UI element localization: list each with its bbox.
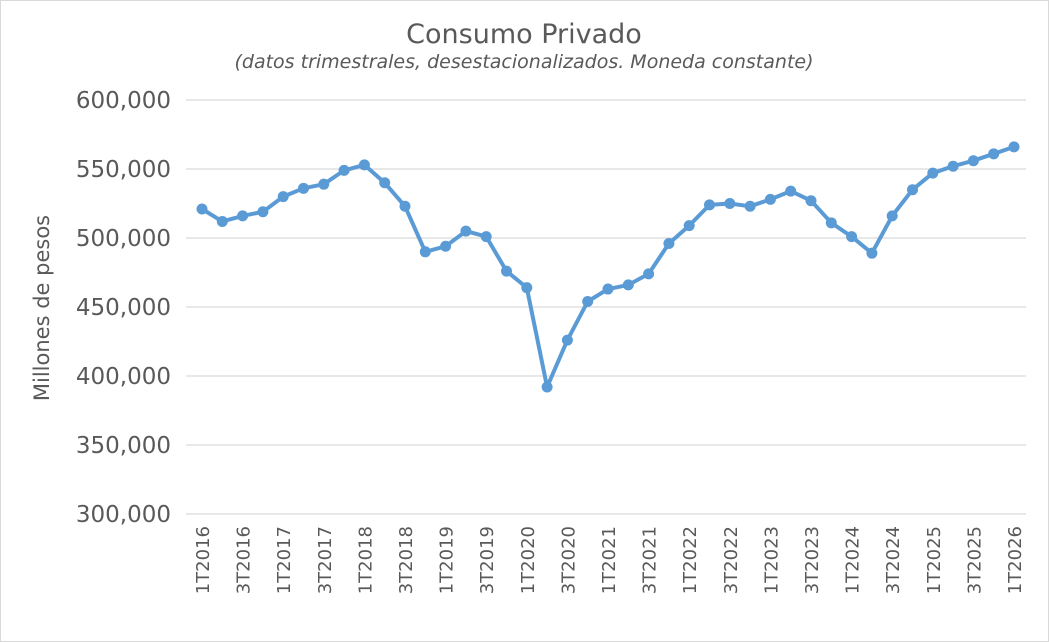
- data-point: [196, 203, 208, 215]
- data-point: [460, 225, 472, 237]
- chart-subtitle: (datos trimestrales, desestacionalizados…: [234, 51, 813, 73]
- x-axis-ticks: 1T2016 3T2016 1T2017 3T2017 1T2018 3T2018 1T20…: [193, 526, 1026, 594]
- x-tick-label: 1T2024: [843, 526, 864, 594]
- data-point: [501, 265, 512, 277]
- data-point: [440, 240, 452, 252]
- x-tick-label: 1T2017: [274, 526, 295, 594]
- data-points: [196, 141, 1020, 393]
- x-tick-label: 3T2019: [477, 526, 498, 594]
- data-point: [744, 200, 756, 212]
- x-tick-label: 1T2020: [518, 526, 539, 594]
- data-point: [582, 295, 594, 307]
- data-point: [541, 381, 553, 393]
- data-point: [216, 215, 228, 227]
- y-tick-label: 600,000: [76, 88, 171, 114]
- x-tick-label: 1T2019: [437, 526, 458, 594]
- x-tick-label: 3T2021: [640, 526, 661, 594]
- data-point: [805, 195, 817, 207]
- x-tick-label: 1T2016: [193, 526, 214, 594]
- data-point: [643, 268, 655, 280]
- y-tick-label: 500,000: [76, 226, 171, 252]
- data-point: [379, 177, 391, 189]
- data-point: [1008, 141, 1020, 153]
- data-point: [825, 217, 837, 229]
- x-tick-label: 3T2020: [558, 526, 579, 594]
- x-tick-label: 1T2022: [680, 526, 701, 594]
- x-tick-label: 1T2026: [1005, 526, 1026, 594]
- data-point: [846, 231, 858, 243]
- x-tick-label: 1T2023: [761, 526, 782, 594]
- data-point: [521, 282, 533, 294]
- data-point: [947, 160, 959, 172]
- x-tick-label: 3T2016: [234, 526, 255, 594]
- data-point: [298, 182, 309, 194]
- data-point: [663, 238, 675, 250]
- data-point: [257, 206, 269, 218]
- data-point: [318, 178, 330, 190]
- x-tick-label: 3T2025: [964, 526, 985, 594]
- data-point: [561, 334, 573, 346]
- data-point: [338, 164, 350, 176]
- gridlines: [186, 99, 1026, 515]
- y-tick-label: 550,000: [76, 157, 171, 183]
- x-tick-label: 1T2018: [355, 526, 376, 594]
- data-point: [704, 199, 715, 211]
- data-point: [419, 246, 431, 258]
- data-point: [927, 167, 939, 179]
- y-axis-ticks: 300,000 350,000 400,000 450,000 500,000 550,0…: [76, 88, 171, 528]
- data-point: [785, 185, 797, 197]
- data-point: [480, 231, 492, 243]
- y-tick-label: 400,000: [76, 364, 171, 390]
- data-point: [988, 148, 1000, 160]
- data-point: [886, 210, 898, 222]
- y-tick-label: 300,000: [76, 502, 171, 528]
- data-point: [683, 220, 695, 232]
- x-tick-label: 1T2021: [599, 526, 620, 594]
- data-point: [907, 184, 918, 196]
- x-tick-label: 3T2017: [315, 526, 336, 594]
- data-point: [358, 159, 370, 171]
- data-point: [764, 193, 776, 205]
- data-point: [866, 247, 878, 259]
- x-tick-label: 3T2018: [396, 526, 417, 594]
- x-tick-label: 3T2024: [883, 526, 904, 594]
- y-tick-label: 350,000: [76, 433, 171, 459]
- chart-title: Consumo Privado: [406, 19, 642, 50]
- x-tick-label: 1T2025: [924, 526, 945, 594]
- data-point: [602, 283, 614, 295]
- data-point: [622, 279, 634, 291]
- y-axis-label: Millones de pesos: [30, 215, 54, 401]
- data-point: [399, 200, 411, 212]
- y-tick-label: 450,000: [76, 295, 171, 321]
- data-point: [277, 191, 289, 203]
- data-point: [724, 198, 736, 209]
- data-point: [967, 155, 979, 167]
- data-point: [237, 210, 249, 222]
- x-tick-label: 3T2023: [802, 526, 823, 594]
- x-tick-label: 3T2022: [721, 526, 742, 594]
